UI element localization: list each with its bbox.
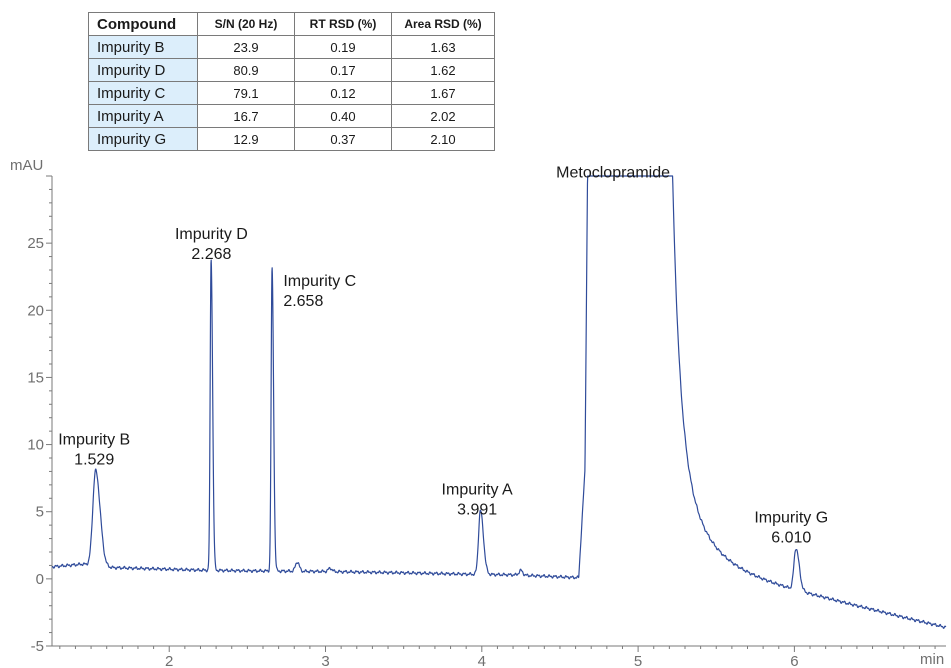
sn-cell: 16.7: [197, 104, 295, 128]
header-compound: Compound: [88, 12, 198, 36]
y-tick-label: 5: [36, 504, 44, 521]
area-rsd-cell: 1.63: [391, 35, 495, 59]
header-rt-rsd: RT RSD (%): [294, 12, 392, 36]
peak-rt-label: 2.658: [283, 293, 323, 310]
rt-rsd-cell: 0.40: [294, 104, 392, 128]
y-axis-unit: mAU: [10, 157, 43, 174]
header-area-rsd: Area RSD (%): [391, 12, 495, 36]
peak-name-label: Metoclopramide: [556, 164, 670, 181]
axes: -5 0 5 10 15 20 25 2 3 4 5 6: [27, 175, 946, 668]
peak-name-label: Impurity C: [283, 273, 356, 290]
rt-rsd-cell: 0.19: [294, 35, 392, 59]
table-row: Impurity G 12.9 0.37 2.10: [88, 127, 495, 151]
peak-name-label: Impurity D: [175, 226, 248, 243]
x-tick-label: 5: [634, 653, 642, 668]
compound-cell: Impurity C: [88, 81, 198, 105]
area-rsd-cell: 1.67: [391, 81, 495, 105]
area-rsd-cell: 1.62: [391, 58, 495, 82]
x-tick-label: 2: [165, 653, 173, 668]
results-table: Compound S/N (20 Hz) RT RSD (%) Area RSD…: [88, 12, 495, 151]
chromatogram-trace: [51, 175, 947, 629]
peak-name-label: Impurity G: [754, 509, 828, 526]
peak-rt-label: 3.991: [457, 501, 497, 518]
x-axis-unit: min: [920, 651, 944, 668]
table-row: Impurity D 80.9 0.17 1.62: [88, 58, 495, 82]
header-sn: S/N (20 Hz): [197, 12, 295, 36]
sn-cell: 23.9: [197, 35, 295, 59]
annotation-layer: Impurity B 1.529 Impurity D 2.268 Impurity C…: [58, 164, 828, 546]
y-tick-label: 25: [27, 235, 44, 252]
x-tick-label: 3: [321, 653, 329, 668]
y-tick-label: -5: [31, 638, 44, 655]
y-tick-label: 10: [27, 437, 44, 454]
compound-cell: Impurity B: [88, 35, 198, 59]
y-tick-label: 0: [36, 571, 44, 588]
table-row: Impurity A 16.7 0.40 2.02: [88, 104, 495, 128]
x-tick-label: 4: [478, 653, 486, 668]
trace-layer: [51, 175, 947, 629]
peak-name-label: Impurity B: [58, 432, 130, 449]
peak-name-label: Impurity A: [442, 481, 513, 498]
compound-cell: Impurity G: [88, 127, 198, 151]
rt-rsd-cell: 0.17: [294, 58, 392, 82]
table-row: Impurity C 79.1 0.12 1.67: [88, 81, 495, 105]
area-rsd-cell: 2.10: [391, 127, 495, 151]
sn-cell: 12.9: [197, 127, 295, 151]
table-header-row: Compound S/N (20 Hz) RT RSD (%) Area RSD…: [88, 12, 495, 36]
peak-rt-label: 6.010: [771, 529, 811, 546]
compound-cell: Impurity D: [88, 58, 198, 82]
peak-rt-label: 2.268: [191, 246, 231, 263]
sn-cell: 80.9: [197, 58, 295, 82]
table-row: Impurity B 23.9 0.19 1.63: [88, 35, 495, 59]
compound-cell: Impurity A: [88, 104, 198, 128]
y-tick-label: 20: [27, 302, 44, 319]
rt-rsd-cell: 0.37: [294, 127, 392, 151]
peak-rt-label: 1.529: [74, 452, 114, 469]
area-rsd-cell: 2.02: [391, 104, 495, 128]
y-tick-label: 15: [27, 369, 44, 386]
x-tick-label: 6: [790, 653, 798, 668]
sn-cell: 79.1: [197, 81, 295, 105]
rt-rsd-cell: 0.12: [294, 81, 392, 105]
